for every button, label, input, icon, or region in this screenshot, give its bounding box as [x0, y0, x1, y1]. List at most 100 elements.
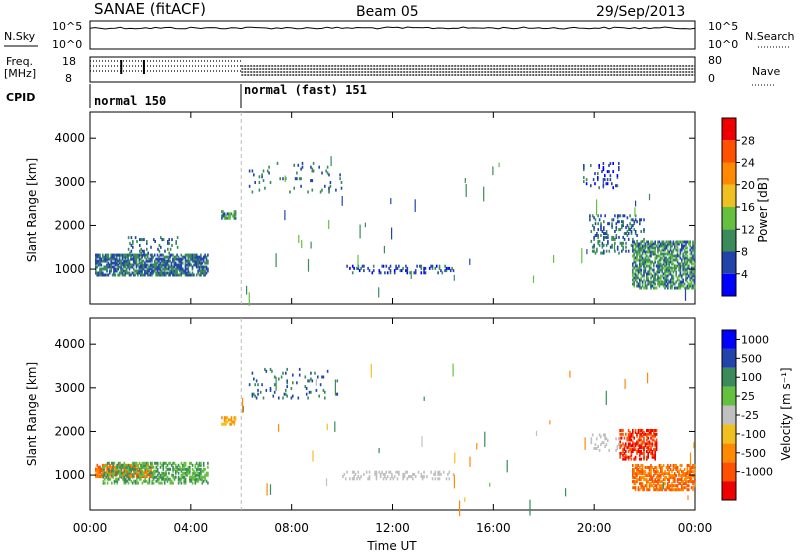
data-cell [643, 286, 645, 290]
data-cell [619, 436, 621, 440]
data-cell [654, 484, 656, 488]
data-cell [140, 465, 142, 469]
data-cell [662, 272, 665, 276]
data-cell [102, 471, 104, 475]
data-cell [165, 473, 167, 477]
data-cell [678, 262, 680, 266]
data-cell [174, 261, 177, 265]
data-cell [234, 214, 237, 218]
data-cell [679, 286, 682, 290]
data-cell [120, 253, 122, 257]
data-cell [141, 253, 143, 257]
data-cell [130, 236, 133, 240]
data-cell [116, 467, 119, 471]
data-cell [650, 470, 652, 474]
data-cell [300, 167, 302, 171]
data-cell [686, 254, 689, 258]
nsearch-tick-top: 10^5 [708, 20, 738, 33]
data-cell [627, 444, 630, 448]
data-cell [655, 286, 658, 290]
data-cell [627, 434, 630, 438]
data-cell [637, 252, 640, 256]
data-cell [632, 434, 634, 438]
data-cell [653, 453, 655, 457]
data-cell [689, 252, 691, 256]
data-cell [153, 253, 156, 257]
data-cell [170, 479, 173, 483]
data-cell [641, 482, 644, 486]
data-cell [640, 464, 642, 467]
data-cell [193, 273, 195, 277]
data-cell [682, 280, 684, 284]
data-cell [166, 479, 169, 483]
colorbar-segment [722, 184, 736, 207]
data-cell [180, 263, 183, 267]
data-cell [449, 269, 452, 273]
data-cell [668, 270, 670, 274]
data-cell [484, 431, 486, 447]
data-cell [644, 252, 647, 256]
data-cell [202, 469, 205, 473]
data-cell [629, 448, 631, 452]
data-cell [661, 266, 663, 270]
data-cell [665, 274, 668, 278]
data-cell [172, 481, 174, 485]
data-cell [131, 271, 134, 275]
data-cell [622, 448, 624, 452]
data-cell [153, 259, 156, 263]
data-cell [391, 475, 393, 479]
data-cell [585, 182, 588, 186]
data-cell [292, 394, 294, 398]
data-cell [662, 464, 665, 467]
data-cell [583, 176, 585, 180]
data-cell [140, 467, 142, 471]
data-cell [658, 280, 661, 284]
data-cell [448, 266, 451, 270]
data-cell [198, 461, 201, 465]
data-cell [257, 388, 259, 392]
data-cell [116, 477, 119, 481]
data-cell [632, 442, 634, 446]
data-cell [118, 255, 121, 259]
data-cell [136, 471, 138, 475]
data-cell [648, 430, 651, 434]
data-cell [155, 475, 158, 479]
data-cell [128, 267, 131, 271]
data-cell [639, 254, 641, 258]
data-cell [127, 463, 130, 467]
data-cell [615, 235, 618, 239]
data-cell [138, 477, 141, 481]
data-cell [620, 451, 623, 455]
data-cell [148, 477, 151, 481]
data-cell [643, 438, 645, 442]
data-cell [683, 262, 686, 266]
data-cell [195, 469, 198, 473]
data-cell [448, 470, 451, 474]
data-cell [657, 262, 659, 266]
data-cell [665, 472, 668, 476]
data-cell [150, 469, 152, 473]
data-cell [640, 434, 642, 438]
data-cell [693, 482, 696, 486]
data-cell [650, 466, 652, 469]
data-cell [198, 269, 201, 273]
data-cell [632, 470, 634, 474]
data-cell [657, 474, 659, 478]
data-cell [180, 469, 183, 473]
data-cell [169, 479, 172, 483]
data-cell [423, 396, 425, 401]
data-cell [328, 186, 330, 190]
data-cell [681, 478, 683, 482]
data-cell [637, 242, 640, 246]
data-cell [412, 477, 414, 481]
data-cell [96, 265, 98, 269]
data-cell [676, 252, 679, 256]
data-cell [629, 444, 631, 448]
data-cell [585, 178, 588, 182]
data-cell [121, 273, 124, 277]
data-cell [127, 236, 130, 240]
data-cell [324, 184, 326, 188]
data-cell [681, 282, 683, 286]
data-cell [643, 248, 645, 252]
data-cell [639, 218, 641, 222]
